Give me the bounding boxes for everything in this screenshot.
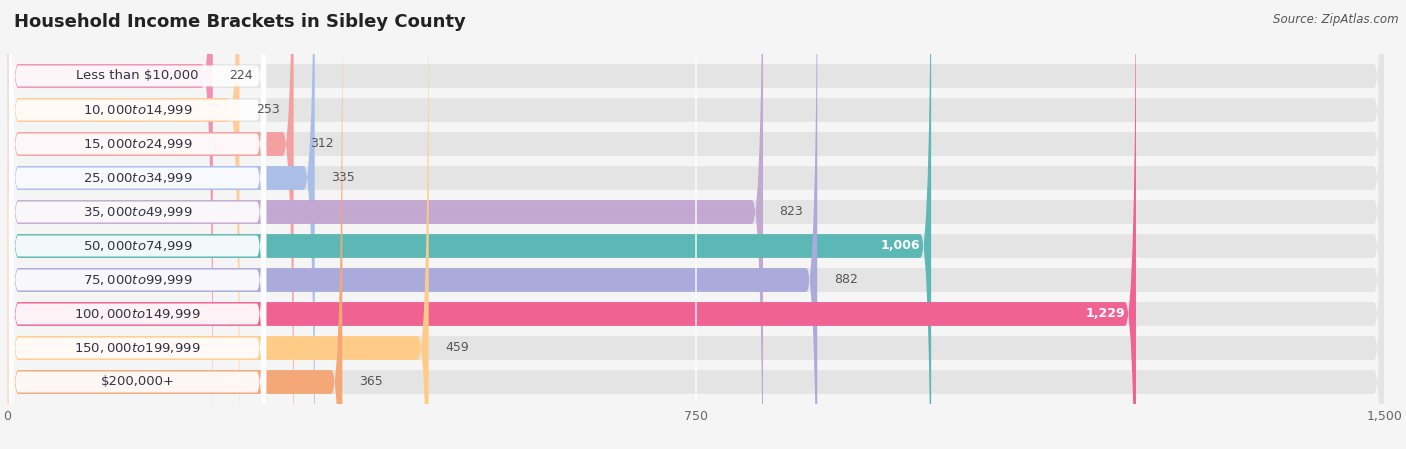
- Text: 365: 365: [359, 375, 382, 388]
- Text: $35,000 to $49,999: $35,000 to $49,999: [83, 205, 193, 219]
- Text: Household Income Brackets in Sibley County: Household Income Brackets in Sibley Coun…: [14, 13, 465, 31]
- Text: Less than $10,000: Less than $10,000: [76, 70, 198, 83]
- Text: 459: 459: [446, 342, 470, 355]
- FancyBboxPatch shape: [7, 0, 1136, 449]
- Text: 882: 882: [834, 273, 858, 286]
- FancyBboxPatch shape: [8, 0, 266, 449]
- FancyBboxPatch shape: [7, 0, 1385, 449]
- FancyBboxPatch shape: [7, 0, 1385, 449]
- FancyBboxPatch shape: [8, 0, 266, 449]
- FancyBboxPatch shape: [7, 0, 212, 449]
- Text: 1,006: 1,006: [880, 239, 920, 252]
- FancyBboxPatch shape: [7, 0, 1385, 449]
- FancyBboxPatch shape: [7, 0, 315, 449]
- FancyBboxPatch shape: [7, 0, 1385, 449]
- Text: $200,000+: $200,000+: [100, 375, 174, 388]
- Text: 823: 823: [779, 206, 803, 219]
- FancyBboxPatch shape: [7, 0, 429, 449]
- Text: $25,000 to $34,999: $25,000 to $34,999: [83, 171, 193, 185]
- Text: 312: 312: [311, 137, 333, 150]
- FancyBboxPatch shape: [7, 0, 342, 449]
- FancyBboxPatch shape: [7, 0, 294, 449]
- FancyBboxPatch shape: [8, 18, 266, 449]
- FancyBboxPatch shape: [7, 0, 931, 449]
- FancyBboxPatch shape: [8, 0, 266, 449]
- FancyBboxPatch shape: [7, 0, 1385, 449]
- FancyBboxPatch shape: [7, 0, 1385, 449]
- Text: 253: 253: [256, 103, 280, 116]
- FancyBboxPatch shape: [8, 53, 266, 449]
- Text: 224: 224: [229, 70, 253, 83]
- FancyBboxPatch shape: [7, 0, 1385, 449]
- FancyBboxPatch shape: [7, 0, 763, 449]
- FancyBboxPatch shape: [8, 0, 266, 449]
- FancyBboxPatch shape: [8, 0, 266, 440]
- FancyBboxPatch shape: [8, 0, 266, 405]
- FancyBboxPatch shape: [8, 0, 266, 449]
- Text: Source: ZipAtlas.com: Source: ZipAtlas.com: [1274, 13, 1399, 26]
- FancyBboxPatch shape: [7, 0, 1385, 449]
- Text: $10,000 to $14,999: $10,000 to $14,999: [83, 103, 193, 117]
- FancyBboxPatch shape: [7, 0, 239, 449]
- Text: $15,000 to $24,999: $15,000 to $24,999: [83, 137, 193, 151]
- FancyBboxPatch shape: [7, 0, 1385, 449]
- Text: $100,000 to $149,999: $100,000 to $149,999: [75, 307, 201, 321]
- Text: 335: 335: [332, 172, 356, 185]
- Text: $50,000 to $74,999: $50,000 to $74,999: [83, 239, 193, 253]
- FancyBboxPatch shape: [8, 0, 266, 449]
- Text: $150,000 to $199,999: $150,000 to $199,999: [75, 341, 201, 355]
- FancyBboxPatch shape: [7, 0, 817, 449]
- FancyBboxPatch shape: [7, 0, 1385, 449]
- Text: 1,229: 1,229: [1085, 308, 1125, 321]
- Text: $75,000 to $99,999: $75,000 to $99,999: [83, 273, 193, 287]
